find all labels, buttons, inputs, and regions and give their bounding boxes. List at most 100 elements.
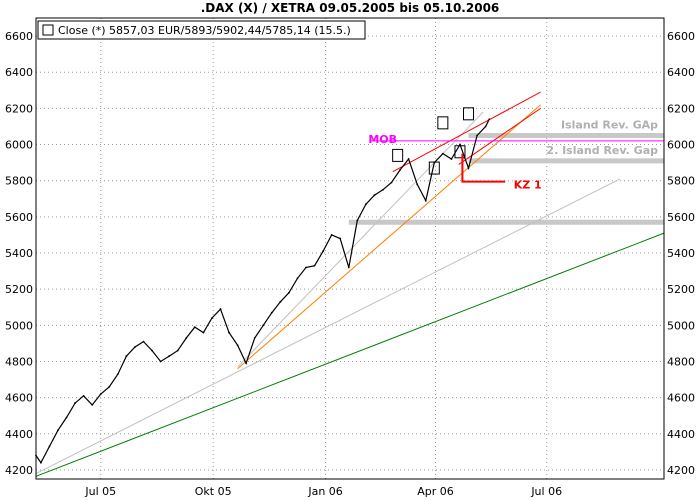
legend: Close (*) 5857,03 EUR/5893/5902,44/5785,… [37, 20, 366, 40]
plot-frame [35, 17, 665, 480]
series-point [74, 402, 76, 404]
y-tick-label-left: 6200 [5, 102, 33, 115]
series-point [57, 429, 59, 432]
x-tick-label: Jul 06 [530, 485, 562, 498]
gap-band-label: Island Rev. GAp [561, 119, 658, 132]
series-point [202, 331, 205, 334]
series-point [134, 346, 136, 348]
y-tick-label-right: 4200 [667, 464, 695, 477]
trend-line [237, 104, 541, 370]
series-point [441, 152, 444, 155]
series-point [467, 167, 470, 169]
series-point [82, 394, 85, 397]
y-tick-label-left: 5000 [5, 319, 33, 332]
annotations: MOB KZ 1 [368, 133, 541, 191]
series-point [99, 393, 102, 395]
series-point [322, 250, 325, 253]
y-tick-label-left: 5400 [5, 247, 33, 260]
marker-box [437, 116, 449, 130]
marker-box [392, 148, 404, 162]
y-tick-label-right: 4400 [667, 428, 695, 441]
y-tick-label-right: 5800 [667, 175, 695, 188]
series-point [484, 125, 487, 128]
y-tick-label-right: 5200 [667, 283, 695, 296]
series-point [48, 445, 51, 448]
series-point [193, 326, 196, 329]
series-point [159, 360, 162, 363]
y-tick-label-right: 5000 [667, 319, 695, 332]
y-tick-label-left: 5800 [5, 175, 33, 188]
series-point [382, 188, 384, 191]
y-tick-label-left: 4400 [5, 428, 33, 441]
legend-swatch [42, 24, 54, 36]
series-point [176, 349, 179, 352]
y-tick-label-left: 4200 [5, 464, 33, 477]
marker-boxes [392, 107, 475, 175]
series-point [305, 266, 307, 269]
y-tick-label-right: 6200 [667, 102, 695, 115]
y-axis-left: 4200 4400 4600 4800 5000 5200 5400 5600 5800 6000… [5, 30, 33, 477]
series-point [270, 311, 273, 314]
series-point [91, 403, 94, 406]
series-point [399, 168, 401, 171]
series-point [211, 317, 213, 320]
legend-text: Close (*) 5857,03 EUR/5893/5902,44/5785,… [58, 24, 351, 37]
series-point [476, 134, 478, 137]
series-point [356, 219, 359, 222]
y-tick-label-left: 6600 [5, 30, 33, 43]
series-point [108, 385, 111, 388]
series-point [39, 461, 42, 464]
y-tick-label-right: 6000 [667, 139, 695, 152]
y-tick-label-right: 5400 [667, 247, 695, 260]
series-point [288, 291, 290, 294]
series-point [416, 183, 419, 186]
y-axis-right: 4200 4400 4600 4800 5000 5200 5400 5600 5800 6000… [667, 30, 695, 477]
trend-lines [35, 91, 665, 477]
annotation-label: KZ 1 [514, 178, 542, 191]
series-point [390, 181, 393, 184]
series-point [364, 203, 367, 206]
series-point [116, 373, 119, 376]
series-point [253, 337, 256, 339]
price-series [35, 118, 491, 464]
series-point [459, 143, 461, 146]
series-point [339, 237, 342, 240]
series-point [262, 324, 265, 327]
series-point [450, 158, 453, 160]
trend-line [35, 178, 621, 475]
gap-bands: Island Rev. GAp 2. Island Rev. Gap [348, 119, 664, 225]
series-point [279, 300, 282, 303]
trend-line [35, 232, 665, 477]
x-tick-label: Jan 06 [307, 485, 342, 498]
y-tick-label-right: 5600 [667, 211, 695, 224]
trend-line [392, 91, 541, 173]
marker-box [428, 161, 440, 175]
x-tick-label: Jul 05 [84, 485, 116, 498]
series-point [65, 416, 68, 419]
series-point [236, 344, 239, 347]
y-tick-label-left: 6000 [5, 139, 33, 152]
y-tick-label-left: 4600 [5, 392, 33, 405]
series-point [142, 340, 145, 343]
series-point [488, 118, 491, 121]
series-point [168, 355, 171, 357]
legend-box [37, 20, 366, 40]
series-point [347, 266, 350, 269]
marker-box [463, 107, 475, 121]
chart-title: .DAX (X) / XETRA 09.05.2005 bis 05.10.20… [201, 1, 500, 15]
series-point [407, 158, 410, 160]
annotation-label: MOB [368, 133, 397, 146]
series-point [245, 362, 248, 365]
y-tick-label-right: 4600 [667, 392, 695, 405]
series-point [313, 264, 316, 267]
series-point [219, 308, 222, 310]
series-point [424, 199, 427, 202]
y-tick-label-right: 4800 [667, 355, 695, 368]
x-tick-label: Apr 06 [417, 485, 454, 498]
y-tick-label-left: 5600 [5, 211, 33, 224]
y-tick-label-left: 5200 [5, 283, 33, 296]
series-point [185, 337, 188, 339]
series-point [296, 277, 299, 280]
series-point [125, 355, 128, 357]
